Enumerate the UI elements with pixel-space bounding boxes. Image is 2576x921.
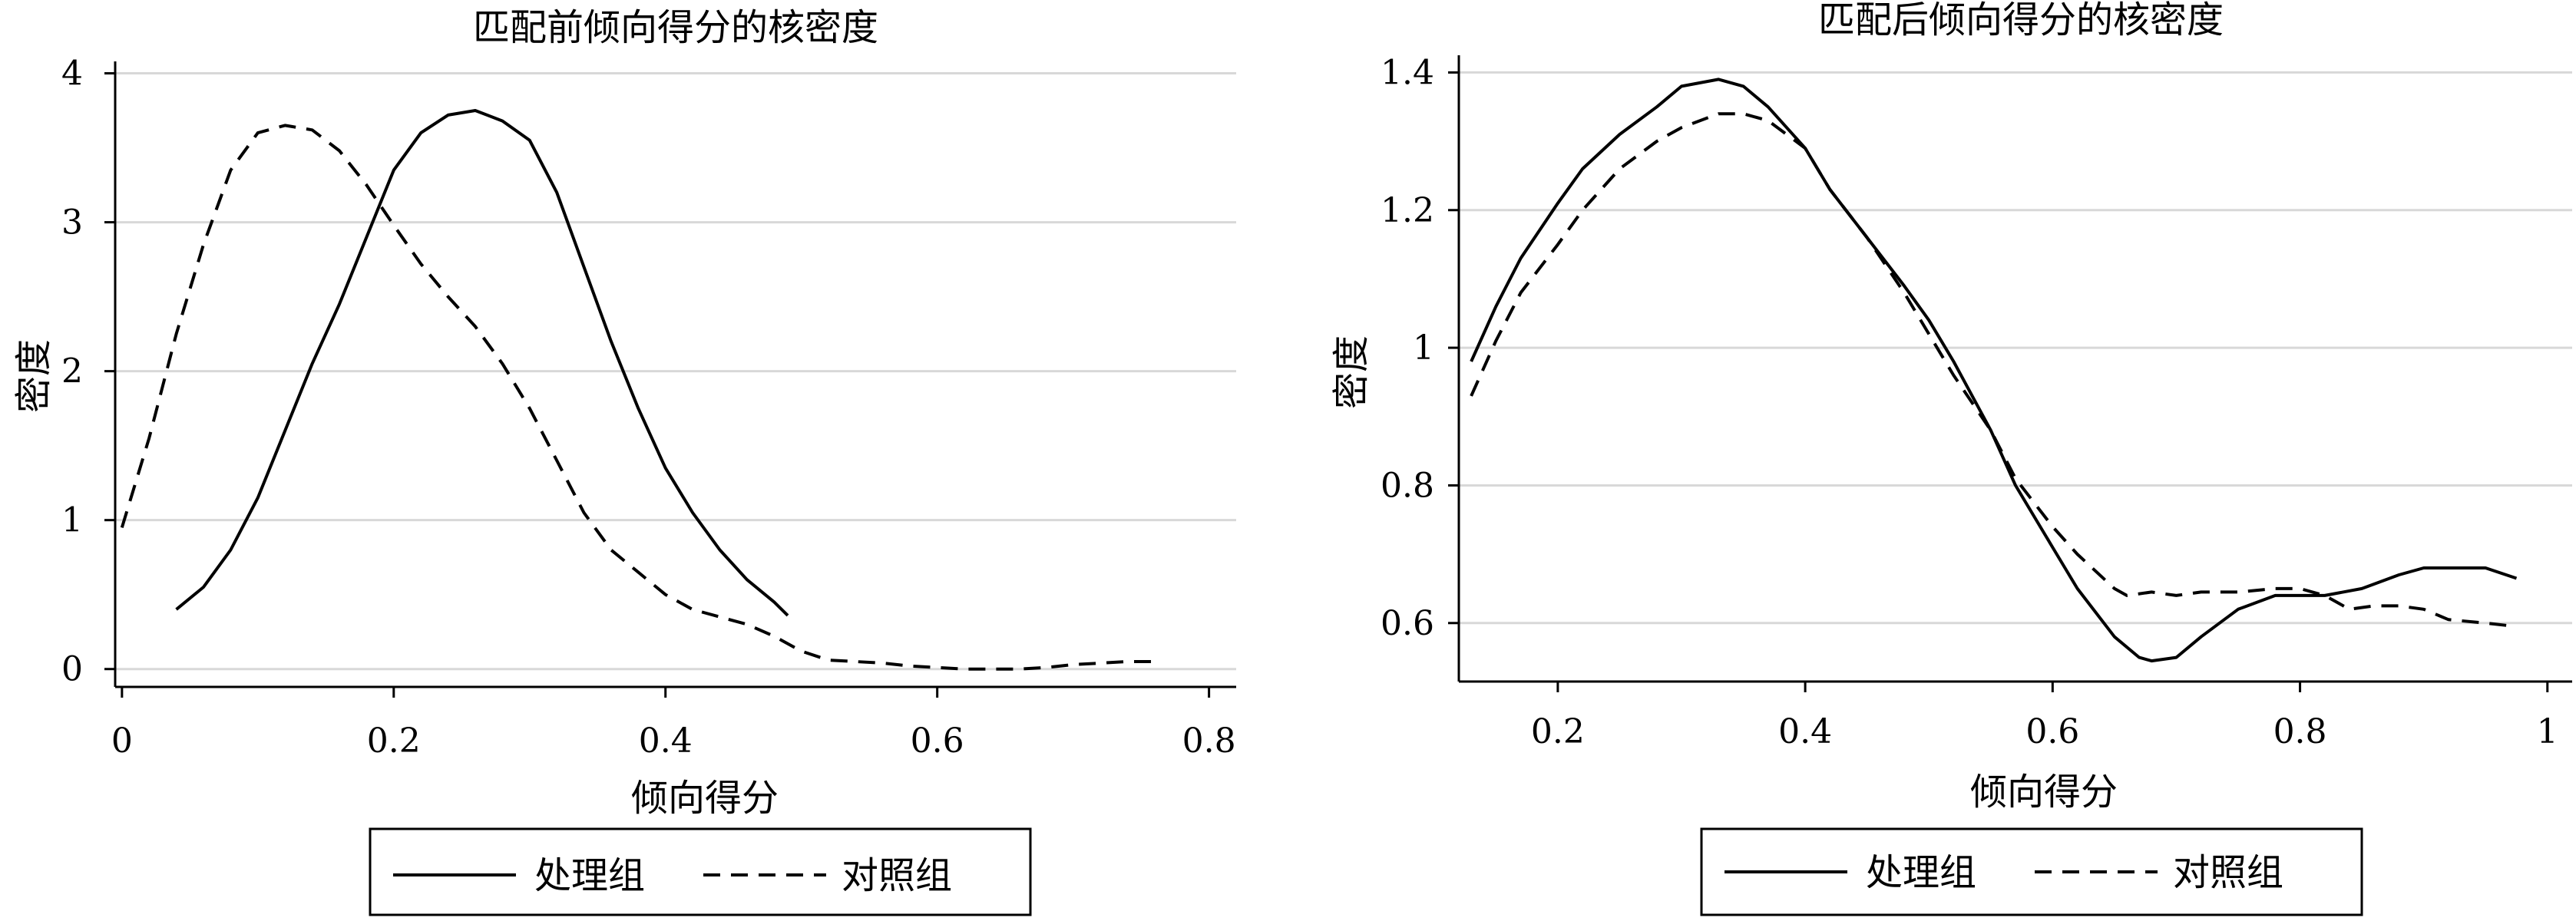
chart-title: 匹配前倾向得分的核密度 (473, 6, 878, 49)
x-tick-label: 0.4 (1778, 712, 1832, 751)
series-line-control (1470, 112, 2517, 629)
y-tick-label: 0 (61, 650, 83, 689)
legend-label-treatment: 处理组 (1866, 851, 1976, 894)
legend-box (1700, 827, 2363, 916)
y-ticks: 0 1 2 3 4 (61, 54, 115, 689)
series-layer (120, 109, 1155, 671)
legend-label-control: 对照组 (2173, 851, 2283, 894)
x-tick-label: 0.2 (367, 721, 421, 761)
y-axis-label: 密度 (12, 339, 55, 413)
x-tick-label: 0.8 (1182, 721, 1236, 761)
y-tick-label: 1 (1413, 328, 1434, 368)
y-tick-label: 0.6 (1381, 604, 1434, 643)
legend: 处理组 对照组 (1700, 827, 2363, 916)
y-tick-label: 1.4 (1381, 53, 1434, 92)
y-tick-label: 2 (61, 352, 83, 391)
legend-box (369, 827, 1032, 916)
x-tick-label: 0.2 (1531, 712, 1585, 751)
gridlines (1459, 71, 2572, 625)
x-tick-label: 0 (111, 721, 133, 761)
x-tick-label: 0.6 (2025, 712, 2079, 751)
y-tick-label: 3 (61, 203, 83, 243)
x-tick-label: 1 (2537, 712, 2558, 751)
x-axis-label: 倾向得分 (631, 777, 779, 820)
gridlines (115, 72, 1236, 671)
x-axis-label: 倾向得分 (1970, 771, 2118, 814)
legend-label-control: 对照组 (842, 854, 952, 897)
y-axis-label: 密度 (1330, 335, 1373, 409)
x-ticks: 0.2 0.4 0.6 0.8 1 (1531, 682, 2558, 751)
series-layer (1470, 78, 2518, 663)
axes (1457, 55, 2572, 683)
series-line-treatment (175, 109, 789, 617)
y-tick-label: 4 (61, 54, 83, 94)
y-ticks: 0.6 0.8 1 1.2 1.4 (1381, 53, 1459, 643)
axes (114, 61, 1236, 688)
legend: 处理组 对照组 (369, 827, 1032, 916)
series-line-control (120, 124, 1155, 671)
x-tick-label: 0.4 (639, 721, 693, 761)
series-line-treatment (1470, 78, 2518, 663)
x-tick-label: 0.6 (911, 721, 964, 761)
legend-label-treatment: 处理组 (534, 854, 645, 897)
y-tick-label: 0.8 (1381, 466, 1434, 505)
x-tick-label: 0.8 (2273, 712, 2327, 751)
chart-after-matching: 匹配后倾向得分的核密度 0.2 0.4 0.6 0.8 1 0.60.811.21.4 … (1330, 0, 2572, 916)
y-tick-label: 1 (61, 501, 83, 540)
chart-title: 匹配后倾向得分的核密度 (1818, 0, 2224, 41)
x-ticks: 0 0.2 0.4 0.6 0.8 (111, 687, 1236, 761)
y-tick-label: 1.2 (1381, 191, 1434, 230)
